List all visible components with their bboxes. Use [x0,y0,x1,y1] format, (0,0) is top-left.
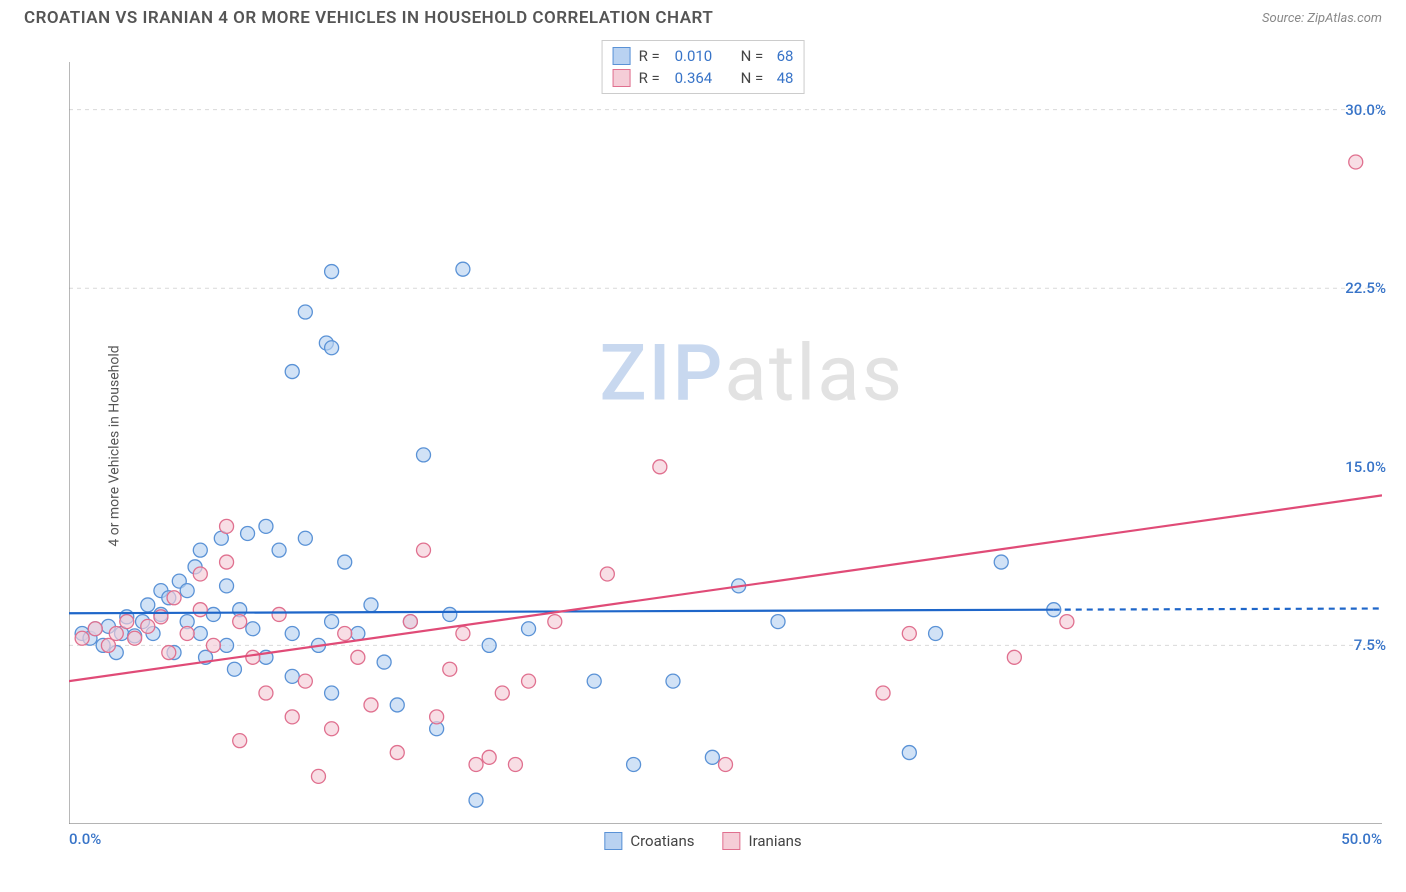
r-label: R = [639,47,667,65]
chart-title: CROATIAN VS IRANIAN 4 OR MORE VEHICLES I… [24,8,713,28]
header: CROATIAN VS IRANIAN 4 OR MORE VEHICLES I… [0,0,1406,40]
legend-item-croatians: Croatians [604,832,694,850]
y-tick-label: 30.0% [1345,101,1386,119]
legend-row-iranians: R = 0.364 N = 48 [613,67,794,89]
correlation-legend: R = 0.010 N = 68 R = 0.364 N = 48 [602,40,805,94]
legend-row-croatians: R = 0.010 N = 68 [613,45,794,67]
n-value-croatians: 68 [777,47,794,65]
scatter-svg [69,62,1382,824]
swatch-iranians [613,69,631,87]
swatch-croatians [613,47,631,65]
plot-area: 7.5%15.0%22.5%30.0% ZIPatlas [69,62,1382,824]
legend-label: Iranians [749,832,802,850]
y-tick-label: 15.0% [1345,458,1386,476]
n-value-iranians: 48 [777,69,794,87]
x-min-label: 0.0% [69,830,101,848]
chart-container: 4 or more Vehicles in Household R = 0.01… [24,40,1382,852]
r-label: R = [639,69,667,87]
n-label: N = [741,69,769,87]
swatch-iranians [723,832,741,850]
source-attribution: Source: ZipAtlas.com [1262,11,1382,26]
legend-label: Croatians [630,832,694,850]
x-max-label: 50.0% [1341,830,1382,848]
r-value-iranians: 0.364 [675,69,723,87]
y-tick-label: 7.5% [1354,636,1386,654]
r-value-croatians: 0.010 [675,47,723,65]
n-label: N = [741,47,769,65]
legend-item-iranians: Iranians [723,832,802,850]
series-legend: Croatians Iranians [604,832,801,850]
swatch-croatians [604,832,622,850]
y-tick-label: 22.5% [1345,279,1386,297]
